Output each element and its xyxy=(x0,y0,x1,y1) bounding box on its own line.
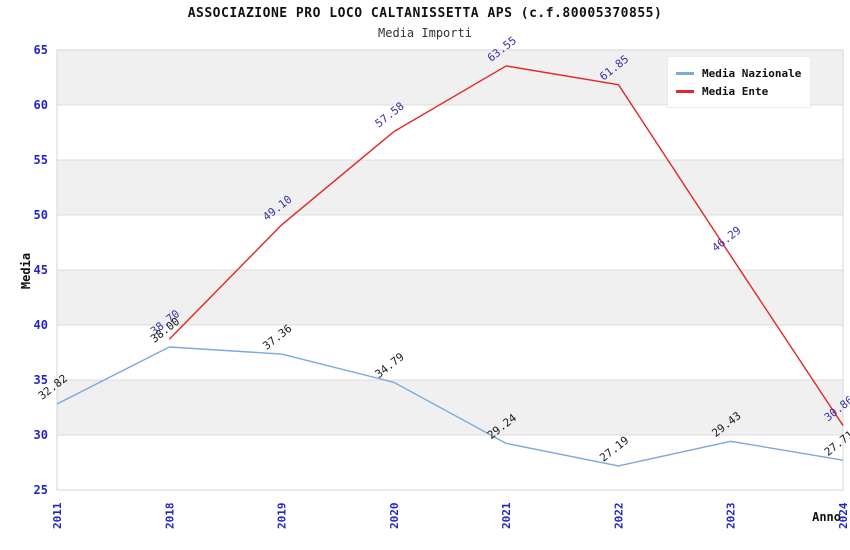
x-tick-label: 2021 xyxy=(500,502,513,529)
y-tick-label: 25 xyxy=(34,483,48,497)
y-tick-label: 45 xyxy=(34,263,48,277)
x-tick-label: 2011 xyxy=(51,502,64,529)
data-point-label: 27.19 xyxy=(597,434,631,465)
y-tick-label: 55 xyxy=(34,153,48,167)
y-tick-label: 60 xyxy=(34,98,48,112)
x-tick-label: 2019 xyxy=(276,503,289,530)
plot-band xyxy=(57,380,843,435)
series-line-ente xyxy=(168,65,844,426)
legend-label-nazionale: Media Nazionale xyxy=(702,66,802,80)
chart-title: ASSOCIAZIONE PRO LOCO CALTANISSETTA APS … xyxy=(187,6,663,21)
legend-entry-ente: Media Ente xyxy=(676,83,810,99)
y-tick-label: 50 xyxy=(34,208,48,222)
series-line-nazionale xyxy=(56,346,844,467)
x-tick-label: 2020 xyxy=(388,503,401,530)
data-point-label: 37.36 xyxy=(260,322,294,353)
plot-band xyxy=(57,270,843,325)
y-tick-label: 65 xyxy=(34,43,48,57)
x-tick-label: 2018 xyxy=(163,503,176,530)
x-tick-label: 2023 xyxy=(725,503,738,530)
legend: Media Nazionale Media Ente xyxy=(667,56,811,108)
legend-entry-nazionale: Media Nazionale xyxy=(676,65,810,81)
legend-label-ente: Media Ente xyxy=(702,84,769,98)
y-tick-label: 35 xyxy=(34,373,48,387)
y-tick-label: 30 xyxy=(34,428,48,442)
x-axis-title: Anno xyxy=(812,510,841,524)
chart-subtitle: Media Importi xyxy=(378,26,472,40)
data-point-label: 34.79 xyxy=(373,350,407,381)
x-tick-label: 2022 xyxy=(612,503,625,530)
legend-swatch-ente xyxy=(676,89,694,93)
plot-band xyxy=(57,160,843,215)
y-tick-label: 40 xyxy=(34,318,48,332)
legend-swatch-nazionale xyxy=(676,71,694,75)
plot-border xyxy=(56,49,844,491)
x-tick-label: 2024 xyxy=(837,502,850,529)
